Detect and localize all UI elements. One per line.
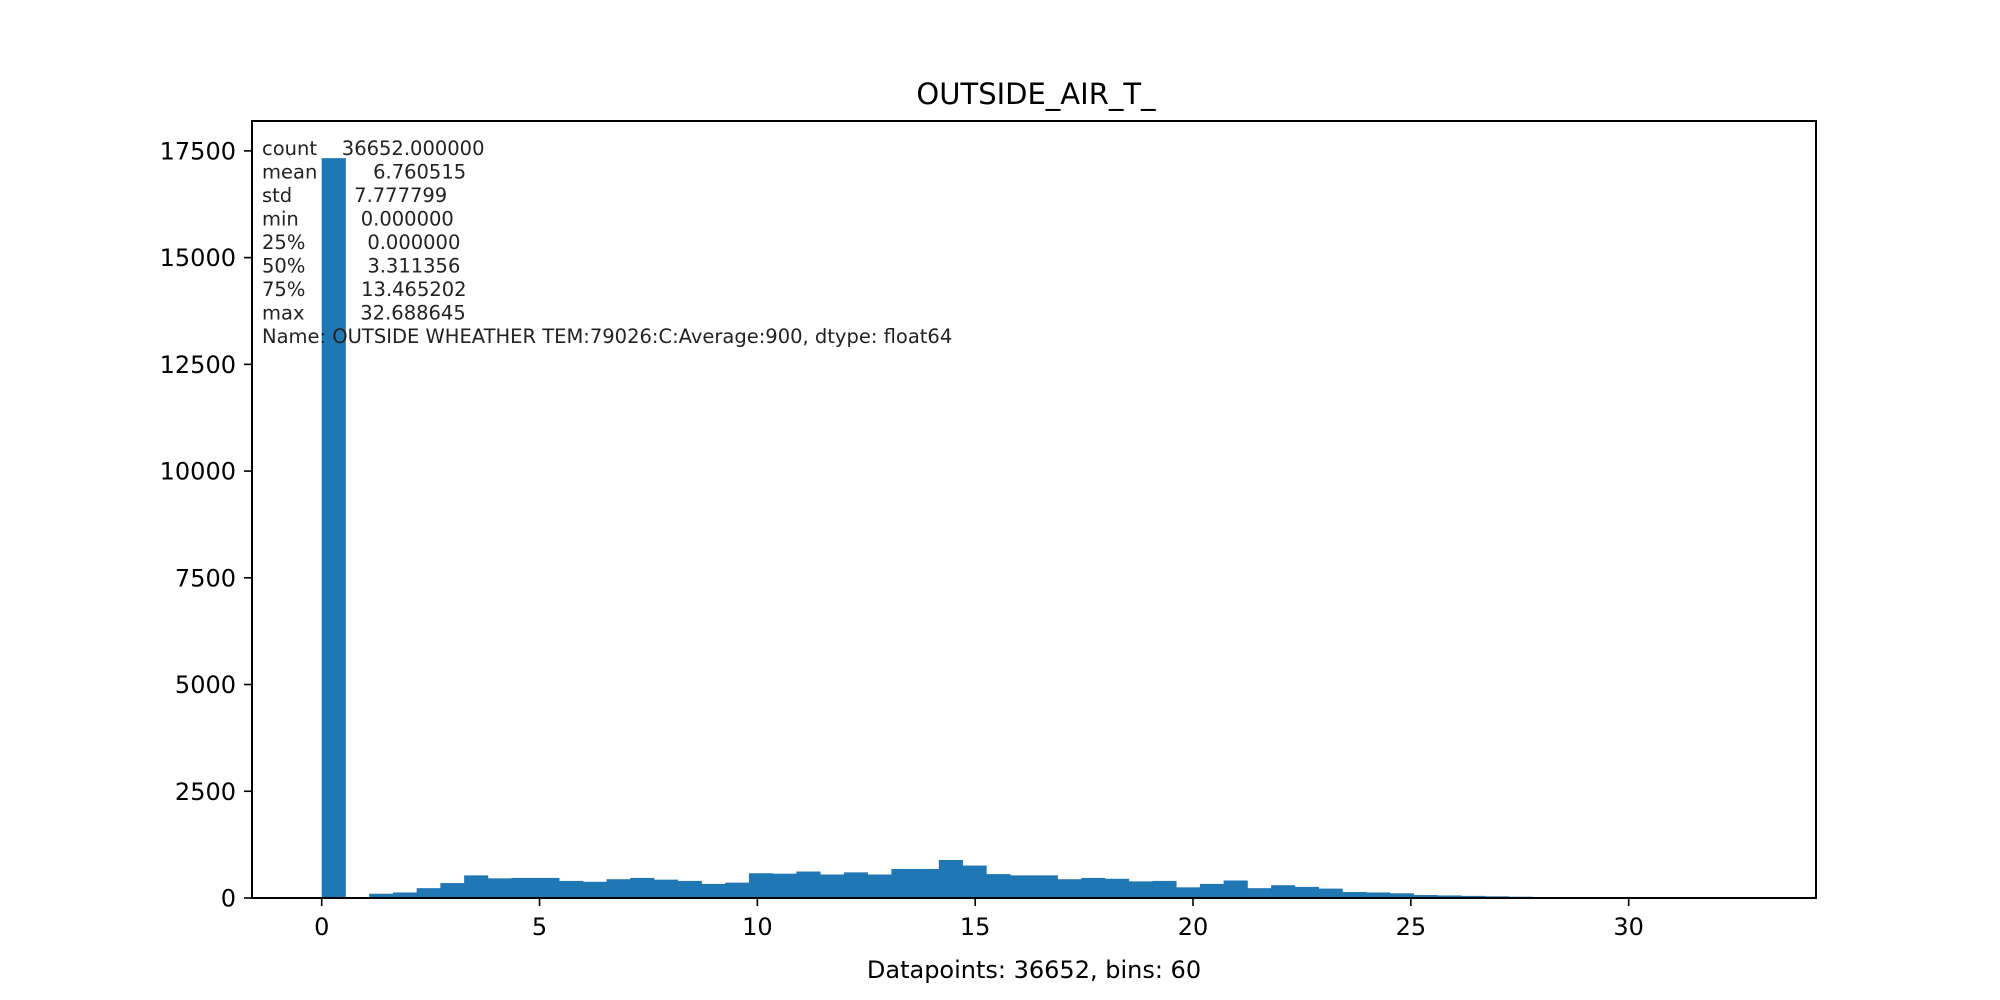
y-tick-label: 7500 (175, 564, 236, 592)
stats-line: min 0.000000 (262, 208, 454, 231)
bars-group (321, 158, 1747, 898)
histogram-bar (1318, 888, 1343, 898)
y-tick-label: 17500 (160, 137, 236, 165)
histogram-bar (1413, 895, 1438, 898)
stats-line: Name: OUTSIDE WHEATHER TEM:79026:C:Avera… (262, 325, 952, 348)
histogram-bar (1366, 892, 1391, 898)
histogram-bar (606, 879, 631, 898)
histogram-bar (796, 871, 821, 898)
histogram-bar (772, 873, 797, 898)
histogram-bar (1081, 877, 1106, 898)
histogram-bar (1389, 893, 1414, 898)
stats-line: 75% 13.465202 (262, 278, 467, 301)
histogram-bar (1294, 886, 1319, 898)
histogram-bar (1223, 880, 1248, 898)
x-tick-label: 15 (960, 913, 991, 941)
histogram-bar (582, 881, 607, 898)
x-tick-label: 0 (314, 913, 329, 941)
stats-line: max 32.688645 (262, 302, 466, 325)
histogram-bar (938, 860, 963, 898)
histogram-bar (986, 874, 1011, 898)
histogram-bar (1033, 875, 1058, 898)
chart-title: OUTSIDE_AIR_T_ (916, 77, 1156, 111)
histogram-bar (867, 874, 892, 898)
y-tick-label: 12500 (160, 351, 236, 379)
histogram-bar (1247, 888, 1272, 898)
x-tick-label: 30 (1613, 913, 1644, 941)
histogram-bar (369, 893, 394, 898)
y-axis: 0 2500 5000 7500 10000 12500 15000 17500 (160, 137, 252, 913)
y-tick-label: 15000 (160, 244, 236, 272)
histogram-bar (820, 874, 845, 898)
y-tick-label: 10000 (160, 458, 236, 486)
x-axis-label: Datapoints: 36652, bins: 60 (867, 956, 1201, 984)
histogram-bar (464, 875, 489, 898)
histogram-bar (535, 877, 560, 898)
histogram-bar (725, 882, 750, 898)
plot-frame (251, 120, 1817, 899)
stats-line: 25% 0.000000 (262, 231, 460, 254)
histogram-bar (1460, 895, 1486, 898)
histogram-bar (1104, 878, 1130, 898)
y-tick-label: 2500 (175, 778, 236, 806)
x-tick-label: 10 (742, 913, 773, 941)
histogram-bar (1010, 875, 1035, 898)
histogram-bar (915, 868, 940, 898)
x-tick-label: 25 (1396, 913, 1427, 941)
histogram-bar (1152, 880, 1177, 898)
stats-line: count 36652.000000 (262, 137, 484, 160)
histogram-bar (1199, 883, 1225, 898)
histogram-bar (1437, 895, 1462, 898)
histogram-bar (321, 158, 346, 898)
stats-line: mean 6.760515 (262, 161, 466, 184)
histogram-bar (701, 883, 726, 898)
histogram-bar (559, 880, 584, 898)
stats-line: 50% 3.311356 (262, 255, 460, 278)
histogram-bar (487, 878, 512, 898)
histogram-bar (653, 879, 679, 898)
histogram-bar (843, 872, 868, 898)
x-tick-label: 5 (532, 913, 547, 941)
histogram-bar (1128, 881, 1153, 898)
y-tick-label: 0 (221, 885, 236, 913)
histogram-bar (1342, 892, 1367, 898)
histogram-bar (677, 880, 702, 898)
histogram-bar (1176, 887, 1201, 898)
histogram-bar (511, 877, 536, 898)
x-axis: 0 5 10 15 20 25 30 (314, 898, 1644, 941)
histogram-bar (1271, 885, 1296, 898)
x-tick-label: 20 (1178, 913, 1209, 941)
histogram-bar (962, 865, 987, 898)
histogram-bar (440, 883, 465, 898)
histogram-bar (1057, 879, 1082, 898)
stats-line: std 7.777799 (262, 184, 447, 207)
histogram-bar (416, 888, 441, 898)
histogram-bar (630, 877, 655, 898)
y-tick-label: 5000 (175, 671, 236, 699)
histogram-bar (392, 892, 418, 898)
histogram-bar (748, 873, 774, 898)
histogram-bar (891, 868, 916, 898)
